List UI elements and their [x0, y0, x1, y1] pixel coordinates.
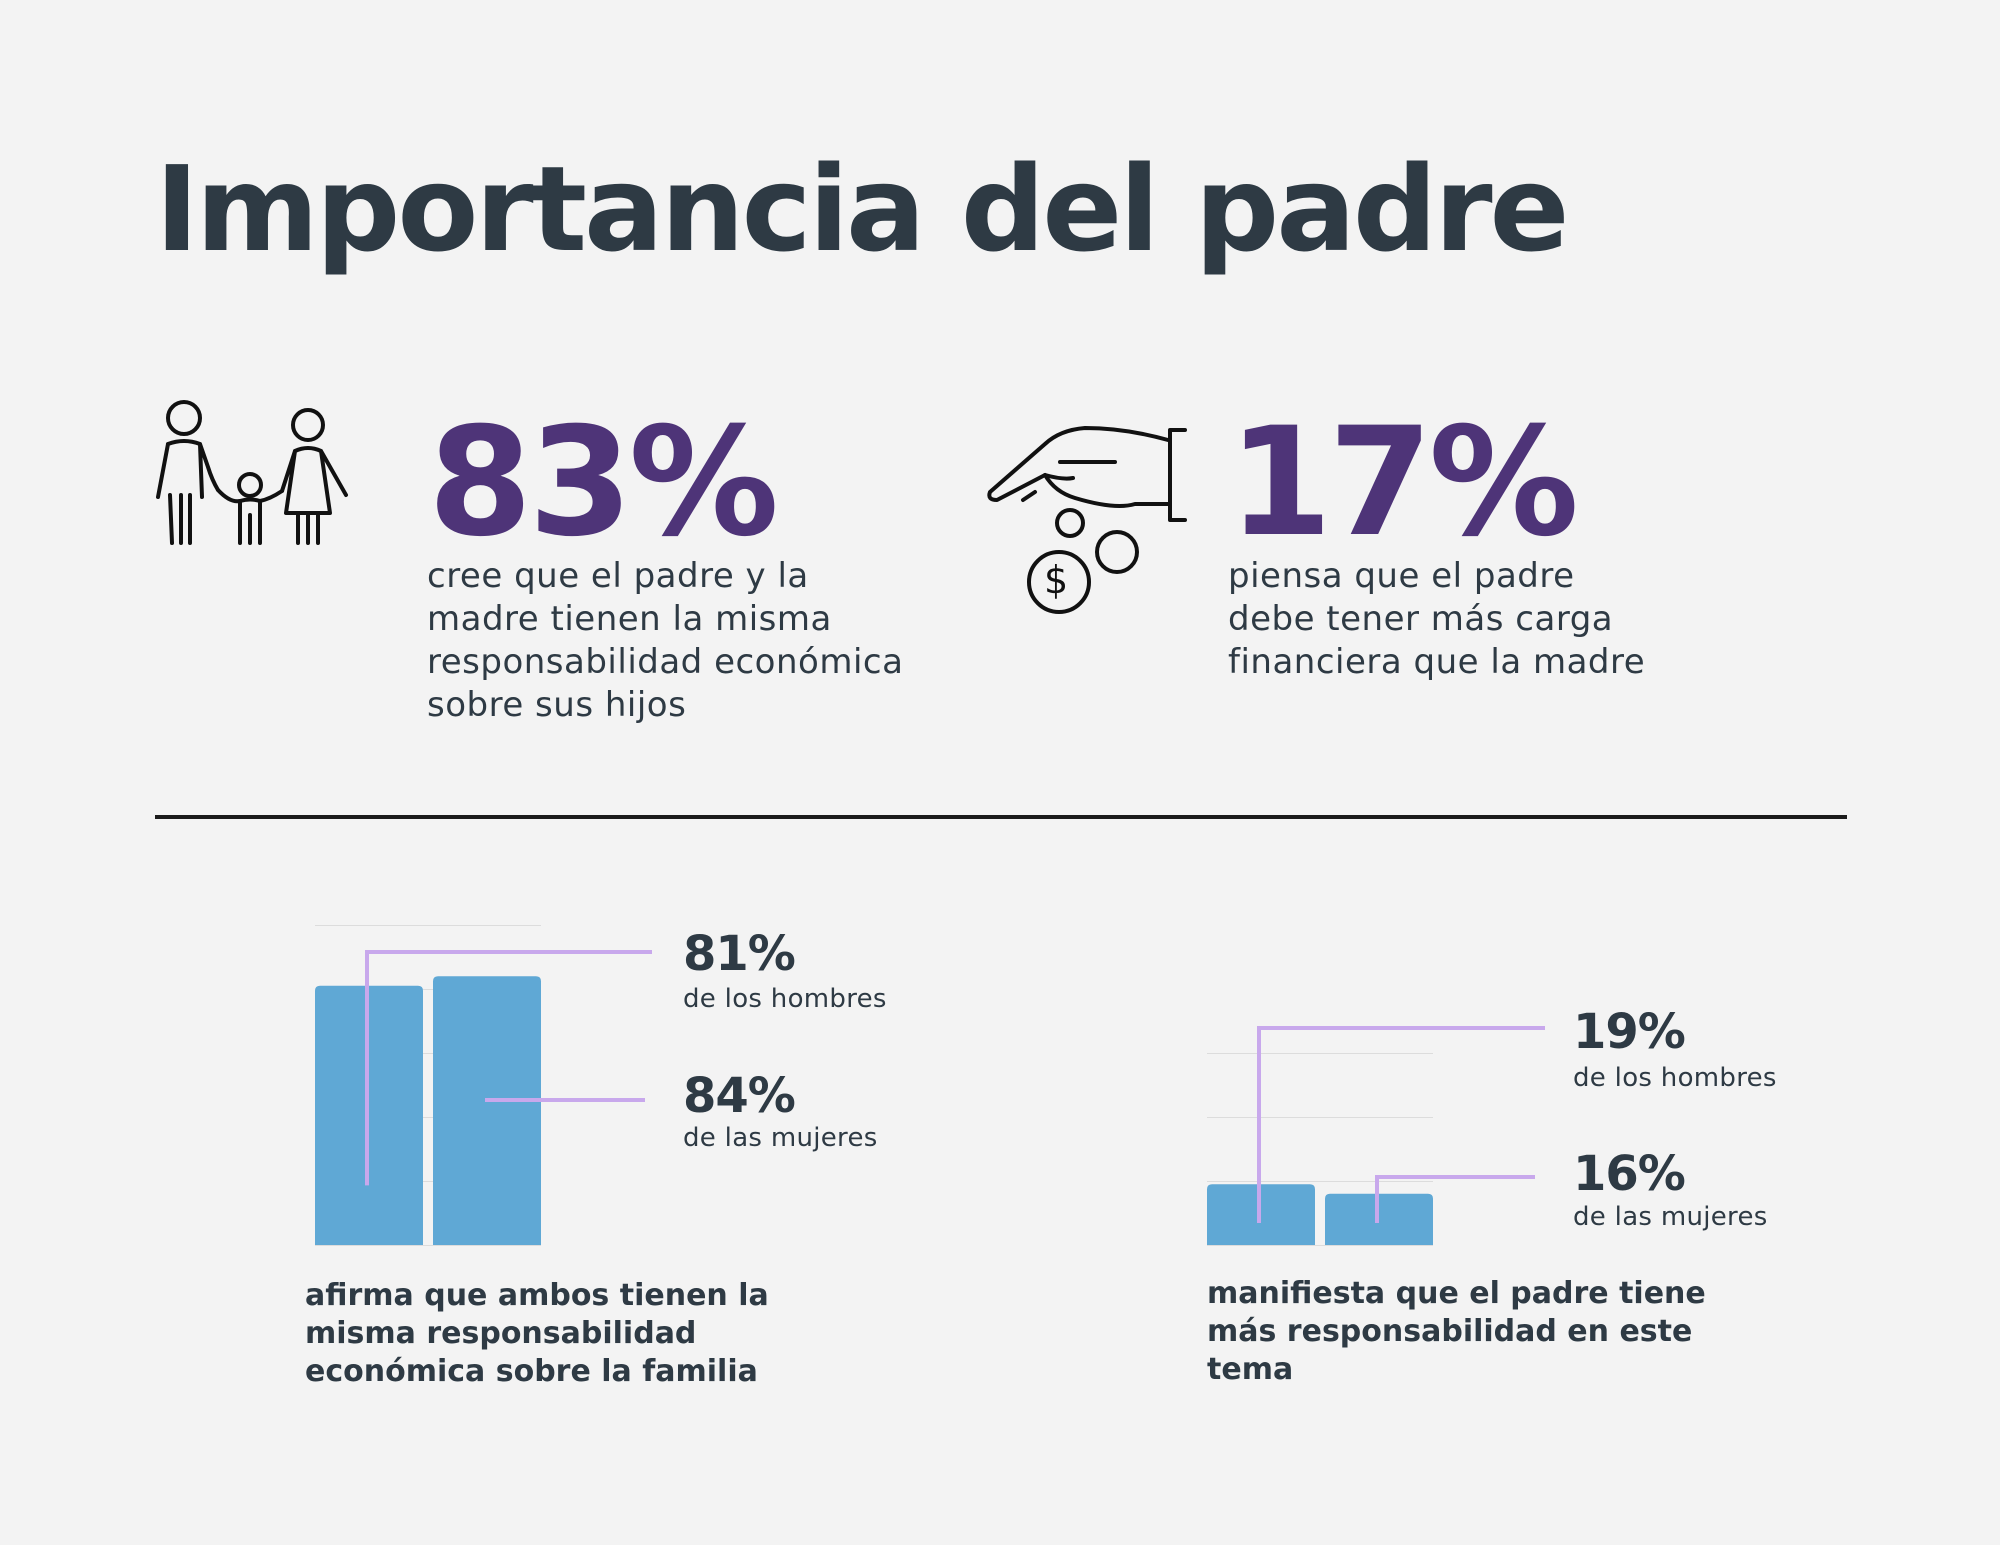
- label-women-father: 16%: [1573, 1146, 1686, 1202]
- hand-coins-icon: $: [985, 420, 1195, 615]
- label-women-equal: 84%: [683, 1068, 796, 1124]
- dollar-sign-glyph: $: [1044, 558, 1069, 602]
- caption-equal-responsibility: afirma que ambos tienen la misma respons…: [305, 1278, 769, 1389]
- chart-father-more: [1200, 1000, 1800, 1270]
- page-title: Importancia del padre: [155, 140, 1570, 278]
- family-icon: [150, 395, 355, 550]
- stat-17-description: piensa que el padre debe tener más carga…: [1228, 556, 1646, 682]
- label-men-father-sub: de los hombres: [1573, 1063, 1777, 1093]
- chart-equal-responsibility-svg: [315, 925, 652, 1246]
- label-women-equal-sub: de las mujeres: [683, 1123, 878, 1153]
- leader-line: [1375, 1175, 1535, 1223]
- stat-83-description: cree que el padre y la madre tienen la m…: [427, 556, 904, 725]
- stat-17-value: 17%: [1228, 396, 1579, 570]
- chart-equal-responsibility: [300, 915, 900, 1255]
- section-divider: [155, 815, 1847, 819]
- label-men-equal: 81%: [683, 926, 796, 982]
- bar-de-las-mujeres: [433, 976, 541, 1245]
- chart-father-more-svg: [1207, 1026, 1545, 1246]
- stat-83-value: 83%: [428, 396, 779, 570]
- label-men-father: 19%: [1573, 1004, 1686, 1060]
- leader-line: [1257, 1026, 1545, 1223]
- leader-line: [365, 950, 652, 1186]
- label-women-father-sub: de las mujeres: [1573, 1202, 1768, 1232]
- label-men-equal-sub: de los hombres: [683, 984, 887, 1014]
- caption-father-more: manifiesta que el padre tiene más respon…: [1207, 1276, 1706, 1387]
